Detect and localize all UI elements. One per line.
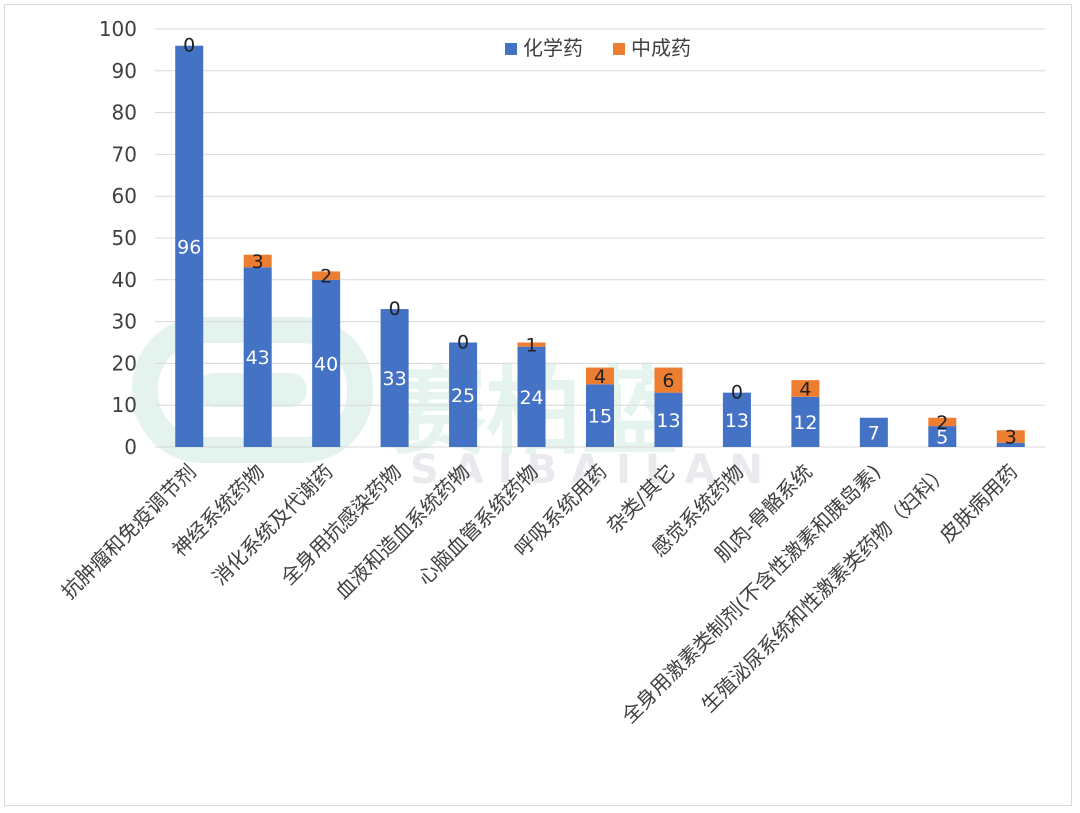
x-category-label: 消化系统及代谢药 <box>208 460 338 590</box>
data-label-chemical: 13 <box>725 410 749 432</box>
bar-tcm <box>928 417 957 427</box>
data-label-tcm: 2 <box>320 266 332 288</box>
data-label-tcm: 0 <box>389 298 401 320</box>
y-tick-label: 70 <box>112 142 137 166</box>
data-label-chemical: 7 <box>868 422 880 444</box>
bar-tcm <box>654 367 683 393</box>
bar-tcm <box>586 367 614 385</box>
data-label-tcm: 2 <box>936 412 948 434</box>
bar-chemical <box>380 309 409 447</box>
data-label-tcm: 0 <box>731 382 743 404</box>
data-label-chemical: 25 <box>451 385 475 407</box>
data-label-tcm: 0 <box>457 332 469 354</box>
bar-chemical <box>928 426 957 447</box>
data-label-chemical: 43 <box>246 347 270 369</box>
y-tick-label: 60 <box>112 184 137 208</box>
legend-swatch-tcm <box>613 43 625 55</box>
y-tick-label: 20 <box>112 351 137 375</box>
bar-chemical <box>517 346 546 447</box>
y-tick-label: 100 <box>99 17 137 41</box>
legend-label-chemical: 化学药 <box>523 36 583 60</box>
data-label-tcm: 4 <box>594 366 606 388</box>
watermark-subtext: SAIBAILAN <box>410 447 777 493</box>
data-label-chemical: 40 <box>314 353 338 375</box>
y-tick-label: 40 <box>112 268 137 292</box>
data-label-tcm: 3 <box>1005 427 1017 449</box>
data-label-chemical: 33 <box>383 368 407 390</box>
chart-frame: 赛柏蓝SAIBAILAN0102030405060708090100960抗肿瘤… <box>4 4 1072 806</box>
y-tick-label: 0 <box>124 435 137 459</box>
data-label-chemical: 13 <box>656 410 680 432</box>
y-tick-label: 90 <box>112 59 137 83</box>
data-label-tcm: 3 <box>252 251 264 273</box>
data-label-chemical: 5 <box>936 427 948 449</box>
data-label-chemical: 12 <box>793 412 817 434</box>
x-category-label: 全身用抗感染药物 <box>276 460 406 590</box>
bar-chart: 赛柏蓝SAIBAILAN0102030405060708090100960抗肿瘤… <box>57 17 1045 728</box>
y-tick-label: 30 <box>112 310 137 334</box>
data-label-tcm: 6 <box>662 370 674 392</box>
bar-chemical <box>859 417 888 447</box>
bar-tcm <box>517 342 546 347</box>
data-label-chemical: 24 <box>519 387 543 409</box>
x-category-label: 生殖泌尿系统和性激素类药物（妇科） <box>696 460 953 717</box>
bar-tcm <box>791 380 820 397</box>
bar-chemical <box>243 267 272 447</box>
bar-tcm <box>996 430 1025 443</box>
bar-chemical <box>586 384 614 447</box>
legend-label-tcm: 中成药 <box>631 36 691 60</box>
bar-tcm <box>243 254 272 268</box>
bar-chemical <box>791 396 820 447</box>
legend-swatch-chemical <box>505 43 517 55</box>
bar-tcm <box>312 271 341 280</box>
data-label-chemical: 15 <box>588 406 612 428</box>
bar-chemical <box>996 442 1025 447</box>
bar-chemical <box>449 342 478 447</box>
data-label-tcm: 0 <box>183 35 195 57</box>
bar-chemical <box>312 279 341 447</box>
bar-chemical <box>654 392 683 447</box>
y-tick-label: 10 <box>112 393 137 417</box>
x-category-label: 全身用激素类制剂(不含性激素和胰岛素) <box>617 460 885 728</box>
data-label-tcm: 4 <box>799 378 811 400</box>
bar-chemical <box>722 392 751 447</box>
y-tick-label: 50 <box>112 226 137 250</box>
data-label-chemical: 96 <box>177 236 201 258</box>
y-tick-label: 80 <box>112 101 137 125</box>
bar-chemical <box>175 45 204 447</box>
data-label-tcm: 1 <box>525 335 537 357</box>
